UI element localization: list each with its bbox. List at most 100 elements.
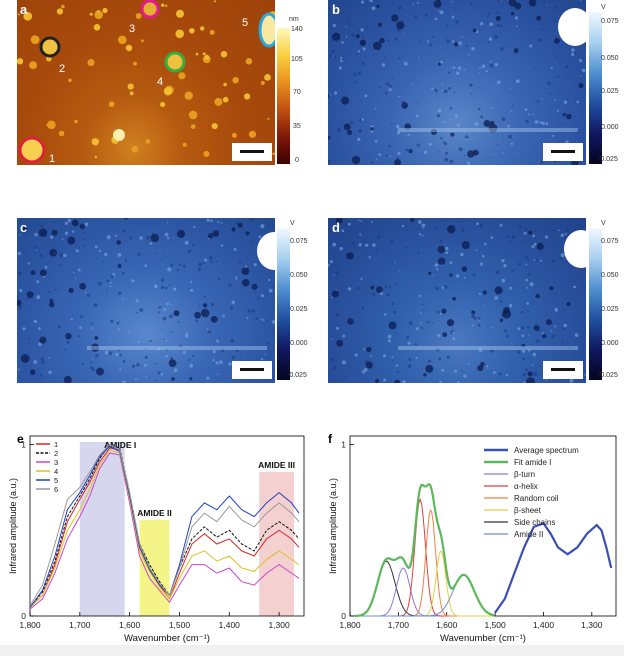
ir-speckle [48,357,50,359]
ir-speckle [414,343,417,346]
amide-band-label-2: AMIDE II [137,508,171,518]
ir-speckle [365,26,368,29]
ir-speckle [499,223,503,227]
ir-speckle [498,372,502,376]
ir-speckle [541,121,546,125]
ir-dark-particle [39,269,47,277]
ir-speckle [121,272,125,275]
ir-speckle [463,276,466,279]
ir-speckle [136,311,139,314]
ir-speckle [206,267,208,269]
ir-speckle [489,22,494,27]
ir-speckle [36,280,40,284]
ir-speckle [455,71,460,76]
ir-speckle [139,236,143,240]
ir-speckle [516,25,518,28]
ir-speckle [170,331,173,333]
ir-speckle [385,82,390,86]
ir-speckle [524,108,528,111]
ir-speckle [579,161,582,164]
ir-dark-particle [533,325,540,331]
ir-speckle [36,295,41,300]
ir-dark-particle [176,229,186,238]
ir-speckle [579,59,583,63]
ir-speckle [260,358,264,361]
ir-speckle [511,235,515,239]
ir-speckle [128,330,130,333]
spectrum-line-5 [29,445,300,608]
ir-speckle [360,220,363,223]
ir-speckle [220,244,224,247]
ir-speckle [47,276,49,278]
ir-speckle [494,296,498,300]
ir-speckle [344,375,347,378]
ir-speckle [268,288,273,293]
ir-speckle [444,285,448,289]
ir-speckle [116,321,120,325]
ir-speckle [535,258,539,262]
ir-speckle [491,327,494,329]
ir-speckle [415,114,419,118]
ir-map-c [17,218,275,383]
ir-dark-particle [168,359,177,368]
ir-speckle [173,287,177,291]
colorbar-b [589,12,602,164]
ir-speckle [173,263,175,265]
ir-speckle [550,329,552,332]
ir-speckle [528,113,531,116]
ir-speckle [378,86,381,89]
ir-speckle [405,148,409,152]
ir-speckle [564,232,567,235]
ir-speckle [40,224,44,228]
ir-speckle [469,83,473,87]
ir-dark-particle [453,42,459,47]
ir-dark-particle [38,228,48,237]
topography-particle [175,29,184,39]
colorbar-unit-d: V [601,220,606,227]
topography-particle [87,59,95,67]
ir-speckle [421,326,424,330]
ir-speckle [330,39,333,42]
ir-speckle [479,66,482,69]
colorbar-tick: 0.025 [601,88,619,95]
ir-speckle [527,325,530,329]
ir-speckle [384,285,387,288]
topography-particle [93,24,101,31]
ir-speckle [390,240,394,244]
ir-dark-particle [201,308,210,318]
ir-speckle [533,242,537,246]
ir-speckle [165,339,167,342]
ir-speckle [411,83,414,85]
ir-speckle [406,336,410,339]
ir-dark-particle [404,123,411,130]
ir-speckle [170,304,172,306]
ir-speckle [357,234,361,237]
ir-speckle [486,325,488,328]
ir-speckle [48,290,51,294]
amide-band-2 [139,520,170,616]
ir-speckle [378,244,381,247]
ir-speckle [253,263,257,267]
ir-speckle [500,47,504,51]
ir-speckle [441,368,444,372]
ir-speckle [422,309,425,311]
colorbar-tick: 0.025 [601,306,619,313]
ir-speckle [117,328,120,331]
ir-dark-particle [490,120,495,125]
ir-speckle [476,222,479,225]
ir-speckle [509,286,513,290]
ir-speckle [416,2,419,4]
ir-speckle [331,338,333,340]
ir-speckle [437,333,441,337]
colorbar-a [277,28,290,164]
ir-speckle [246,317,249,320]
ir-speckle [82,232,85,235]
ir-speckle [477,323,481,327]
ir-speckle [73,270,76,273]
ir-speckle [451,0,454,3]
ir-speckle [249,241,252,244]
ir-speckle [266,319,268,322]
ir-speckle [347,144,349,147]
ir-speckle [329,54,333,58]
ir-dark-particle [328,93,331,98]
